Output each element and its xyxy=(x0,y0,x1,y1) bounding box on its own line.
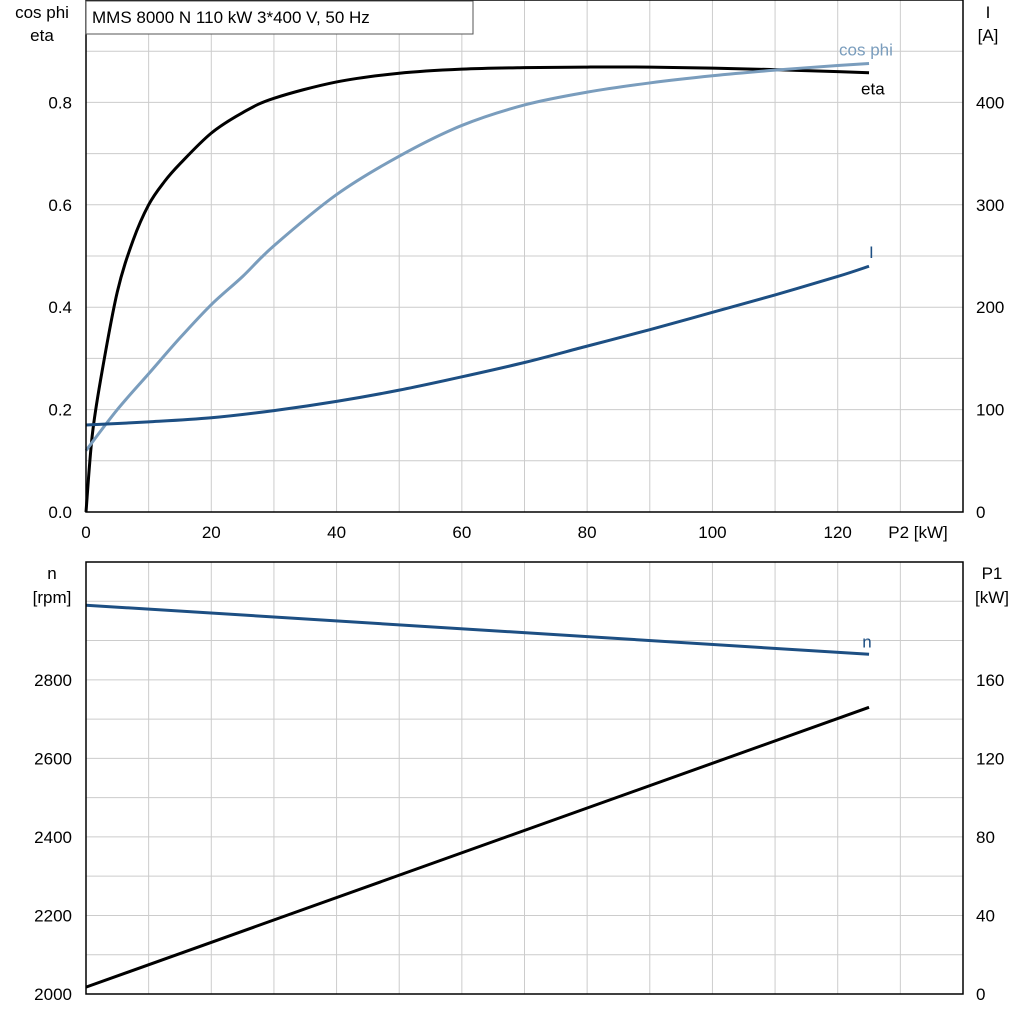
left-tick-label: 2400 xyxy=(34,828,72,847)
x-tick-label: 0 xyxy=(81,523,90,542)
right-tick-label: 300 xyxy=(976,196,1004,215)
series-line-p1 xyxy=(85,705,870,989)
x-tick-label: 120 xyxy=(824,523,852,542)
x-tick-label: 20 xyxy=(202,523,221,542)
right-tick-label: 120 xyxy=(976,749,1004,768)
series-line-eta xyxy=(84,65,870,513)
top-series xyxy=(84,61,870,513)
right-axis-label-current: I xyxy=(986,3,991,22)
left-tick-label: 0.0 xyxy=(48,503,72,522)
x-tick-label: 80 xyxy=(578,523,597,542)
bottom-series-labels: n xyxy=(862,632,871,651)
x-axis-label: P2 [kW] xyxy=(888,523,948,542)
left-tick-label: 0.6 xyxy=(48,196,72,215)
series-label: n xyxy=(862,632,871,651)
x-tick-label: 60 xyxy=(452,523,471,542)
left-axis-unit-speed: [rpm] xyxy=(33,588,72,607)
series-label: cos phi xyxy=(839,40,893,59)
left-tick-label: 0.8 xyxy=(48,93,72,112)
bottom-series xyxy=(85,603,870,989)
top-left-tick-labels: 0.0 0.2 0.4 0.6 0.8 xyxy=(48,93,72,522)
right-tick-label: 100 xyxy=(976,401,1004,420)
left-tick-label: 2600 xyxy=(34,749,72,768)
top-right-tick-labels: 0 100 200 300 400 xyxy=(976,93,1004,522)
left-axis-label-eta: eta xyxy=(30,26,54,45)
right-axis-label-p1: P1 xyxy=(982,564,1003,583)
left-tick-label: 2800 xyxy=(34,671,72,690)
bottom-grid xyxy=(86,562,963,994)
right-tick-label: 0 xyxy=(976,985,985,1004)
top-series-labels: eta cos phi I xyxy=(839,40,893,262)
top-grid xyxy=(86,0,963,512)
bottom-left-tick-labels: 2000 2200 2400 2600 2800 xyxy=(34,671,72,1004)
x-tick-label: 40 xyxy=(327,523,346,542)
left-tick-label: 0.2 xyxy=(48,401,72,420)
left-axis-label-speed: n xyxy=(47,564,56,583)
right-axis-unit-current: [A] xyxy=(978,26,999,45)
left-tick-label: 0.4 xyxy=(48,298,72,317)
top-chart-panel: MMS 8000 N 110 kW 3*400 V, 50 Hz cos phi… xyxy=(15,0,1004,542)
chart-title: MMS 8000 N 110 kW 3*400 V, 50 Hz xyxy=(92,8,370,27)
left-tick-label: 2200 xyxy=(34,906,72,925)
left-tick-label: 2000 xyxy=(34,985,72,1004)
right-tick-label: 400 xyxy=(976,93,1004,112)
bottom-plot-frame xyxy=(85,561,964,995)
bottom-chart-panel: n [rpm] P1 [kW] 2000 2200 2400 2600 2800 0 40… xyxy=(33,561,1009,1004)
left-axis-label-cosphi: cos phi xyxy=(15,3,69,22)
series-line-n xyxy=(85,603,870,656)
right-tick-label: 160 xyxy=(976,671,1004,690)
series-line-cos-phi xyxy=(84,61,870,452)
series-label: eta xyxy=(861,80,885,99)
right-tick-label: 0 xyxy=(976,503,985,522)
x-tick-label: 100 xyxy=(698,523,726,542)
chart-title-box xyxy=(85,0,474,35)
bottom-right-tick-labels: 0 40 80 120 160 xyxy=(976,671,1004,1004)
right-tick-label: 80 xyxy=(976,828,995,847)
series-line-i xyxy=(85,264,870,427)
right-tick-label: 40 xyxy=(976,906,995,925)
top-x-tick-labels: 0 20 40 60 80 100 120 xyxy=(81,523,852,542)
top-plot-frame xyxy=(85,0,964,513)
right-tick-label: 200 xyxy=(976,298,1004,317)
right-axis-unit-p1: [kW] xyxy=(975,588,1009,607)
series-label: I xyxy=(869,243,874,262)
